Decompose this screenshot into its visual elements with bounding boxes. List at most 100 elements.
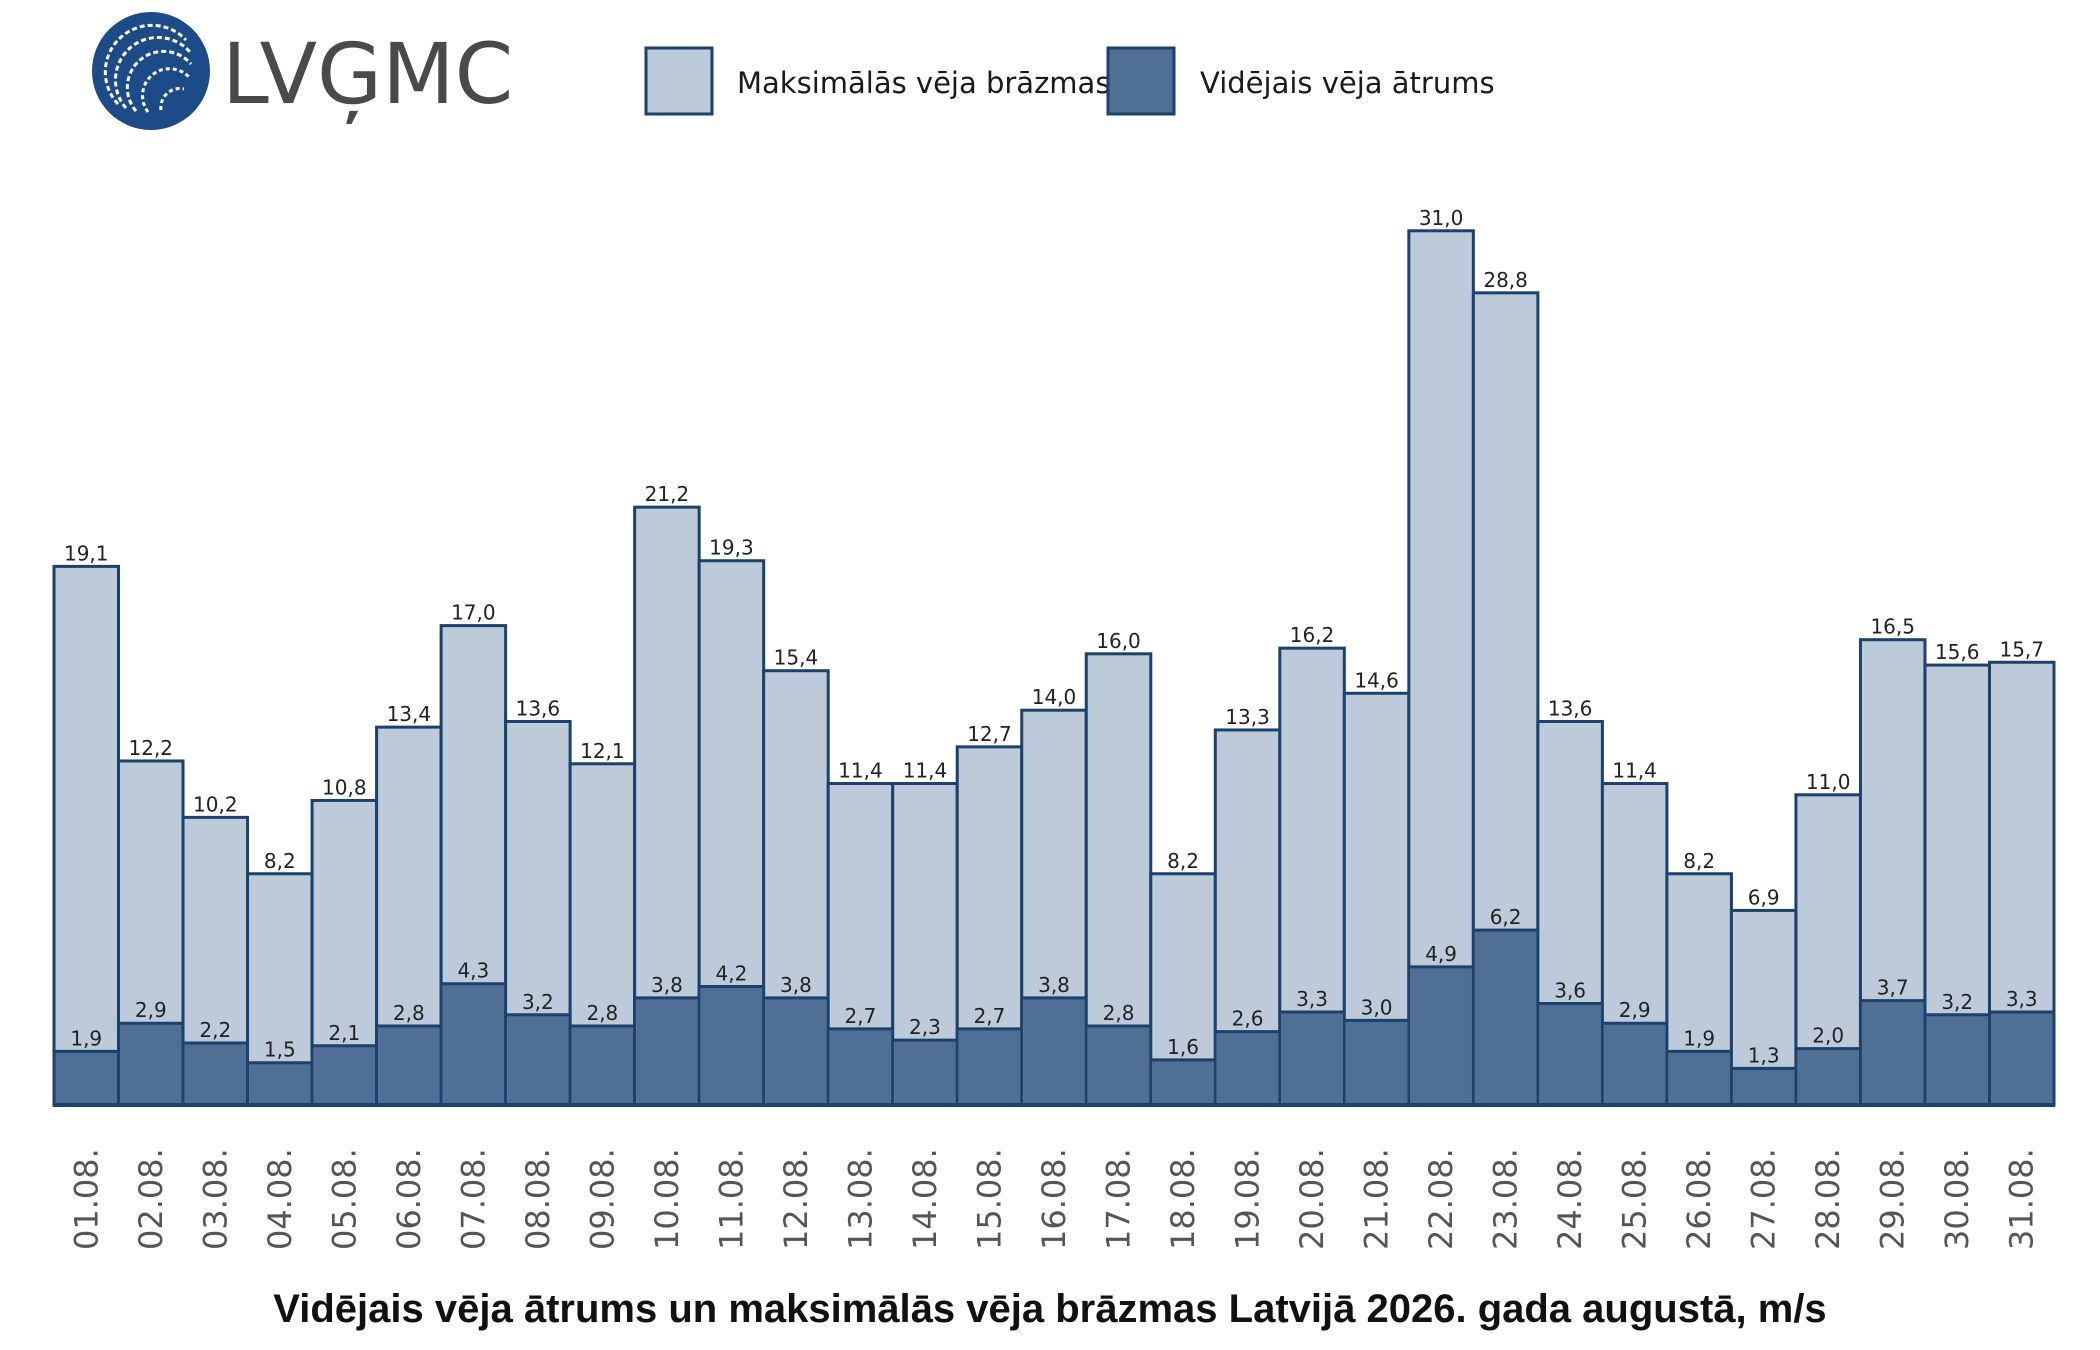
gust-value-label: 11,0 <box>1806 770 1851 794</box>
mean-bar-29 <box>1861 1000 1924 1105</box>
mean-bar-14 <box>894 1040 956 1105</box>
mean-value-label: 2,3 <box>909 1015 941 1039</box>
gust-value-label: 10,8 <box>322 775 367 799</box>
mean-bar-1 <box>55 1051 118 1105</box>
gust-value-label: 13,3 <box>1225 705 1270 729</box>
gust-value-label: 10,2 <box>193 792 238 816</box>
mean-value-label: 4,9 <box>1425 942 1457 966</box>
mean-bar-10 <box>636 997 698 1105</box>
mean-value-label: 2,6 <box>1232 1007 1264 1031</box>
gust-value-label: 31,0 <box>1419 206 1464 230</box>
x-tick-label: 13.08. <box>841 1148 879 1250</box>
gust-value-label: 11,4 <box>1612 759 1657 783</box>
x-tick-label: 05.08. <box>325 1148 363 1250</box>
mean-bar-6 <box>378 1026 440 1105</box>
gust-value-label: 15,6 <box>1935 640 1980 664</box>
mean-value-label: 2,9 <box>135 998 167 1022</box>
mean-bar-8 <box>507 1014 569 1105</box>
x-tick-label: 28.08. <box>1809 1148 1847 1250</box>
mean-bar-13 <box>829 1028 892 1105</box>
gust-value-label: 6,9 <box>1748 885 1780 909</box>
mean-bar-22 <box>1410 966 1472 1105</box>
mean-value-label: 1,3 <box>1748 1043 1780 1067</box>
x-tick-label: 14.08. <box>906 1148 944 1250</box>
mean-bar-23 <box>1474 930 1537 1105</box>
x-tick-label: 18.08. <box>1164 1148 1202 1250</box>
x-tick-label: 22.08. <box>1422 1148 1460 1250</box>
x-tick-label: 02.08. <box>132 1148 170 1250</box>
gust-value-label: 19,3 <box>709 536 754 560</box>
gust-value-label: 8,2 <box>1167 849 1199 873</box>
x-tick-label: 09.08. <box>583 1148 621 1250</box>
x-tick-label: 04.08. <box>261 1148 299 1250</box>
gust-value-label: 12,2 <box>129 736 174 760</box>
x-tick-label: 07.08. <box>454 1148 492 1250</box>
x-tick-label: 15.08. <box>970 1148 1008 1250</box>
mean-value-label: 2,7 <box>845 1004 877 1028</box>
gust-value-label: 21,2 <box>645 482 690 506</box>
x-tick-label: 01.08. <box>67 1148 105 1250</box>
mean-bar-21 <box>1345 1020 1408 1105</box>
mean-bar-4 <box>249 1062 311 1105</box>
mean-bar-16 <box>1023 997 1085 1105</box>
mean-bar-5 <box>313 1045 376 1105</box>
x-tick-label: 26.08. <box>1680 1148 1718 1250</box>
mean-value-label: 2,8 <box>1103 1001 1135 1025</box>
gust-value-label: 13,6 <box>1548 696 1593 720</box>
lvgmc-logo: LVĢMC <box>92 12 513 130</box>
mean-bar-24 <box>1539 1003 1601 1105</box>
gust-value-label: 8,2 <box>1683 849 1715 873</box>
mean-bar-7 <box>442 983 505 1105</box>
mean-bar-18 <box>1152 1059 1214 1105</box>
mean-bar-3 <box>184 1042 247 1105</box>
logo-text: LVĢMC <box>222 25 513 124</box>
legend: Maksimālās vēja brāzmas Vidējais vēja āt… <box>644 46 1495 116</box>
x-tick-label: 03.08. <box>196 1148 234 1250</box>
mean-value-label: 3,6 <box>1554 978 1586 1002</box>
x-tick-label: 30.08. <box>1938 1148 1976 1250</box>
gust-value-label: 16,0 <box>1096 629 1141 653</box>
mean-value-label: 1,9 <box>1683 1026 1715 1050</box>
gust-value-label: 13,4 <box>387 702 432 726</box>
mean-bar-19 <box>1216 1031 1279 1105</box>
mean-bar-15 <box>958 1028 1021 1105</box>
gust-value-label: 13,6 <box>516 696 561 720</box>
x-tick-label: 12.08. <box>777 1148 815 1250</box>
x-tick-label: 21.08. <box>1358 1148 1396 1250</box>
mean-value-label: 2,1 <box>328 1021 360 1045</box>
lvgmc-logo-icon <box>92 12 210 130</box>
x-tick-label: 08.08. <box>519 1148 557 1250</box>
gust-value-label: 19,1 <box>64 541 109 565</box>
x-tick-label: 16.08. <box>1035 1148 1073 1250</box>
gust-value-label: 28,8 <box>1483 268 1528 292</box>
x-tick-label: 20.08. <box>1293 1148 1331 1250</box>
gust-value-label: 16,2 <box>1290 623 1335 647</box>
x-tick-label: 25.08. <box>1616 1148 1654 1250</box>
mean-value-label: 2,0 <box>1812 1024 1844 1048</box>
mean-value-label: 2,2 <box>199 1018 231 1042</box>
mean-bar-25 <box>1603 1023 1666 1105</box>
x-tick-label: 27.08. <box>1745 1148 1783 1250</box>
mean-value-label: 1,6 <box>1167 1035 1199 1059</box>
legend-swatch-mean <box>1106 46 1176 116</box>
x-tick-label: 24.08. <box>1551 1148 1589 1250</box>
gust-value-label: 8,2 <box>264 849 296 873</box>
plot-area: 19,1 1,9 01.08. 12,2 2,9 02.08. 10,2 2,2 03.08. 8… <box>52 206 2056 1250</box>
x-tick-label: 31.08. <box>2003 1148 2041 1250</box>
gust-value-label: 16,5 <box>1870 615 1915 639</box>
x-tick-label: 06.08. <box>390 1148 428 1250</box>
mean-value-label: 6,2 <box>1490 905 1522 929</box>
gust-value-label: 15,4 <box>774 646 819 670</box>
mean-bar-28 <box>1797 1048 1859 1105</box>
mean-bar-20 <box>1281 1011 1343 1105</box>
mean-value-label: 2,8 <box>393 1001 425 1025</box>
legend-label-gusts: Maksimālās vēja brāzmas <box>737 66 1110 100</box>
mean-bar-9 <box>571 1026 634 1105</box>
mean-value-label: 3,2 <box>522 990 554 1014</box>
x-tick-label: 17.08. <box>1100 1148 1138 1250</box>
legend-swatch-gusts <box>644 46 714 116</box>
gust-value-label: 17,0 <box>451 601 496 625</box>
gust-value-label: 11,4 <box>903 759 948 783</box>
mean-value-label: 2,8 <box>586 1001 618 1025</box>
mean-value-label: 3,8 <box>651 973 683 997</box>
